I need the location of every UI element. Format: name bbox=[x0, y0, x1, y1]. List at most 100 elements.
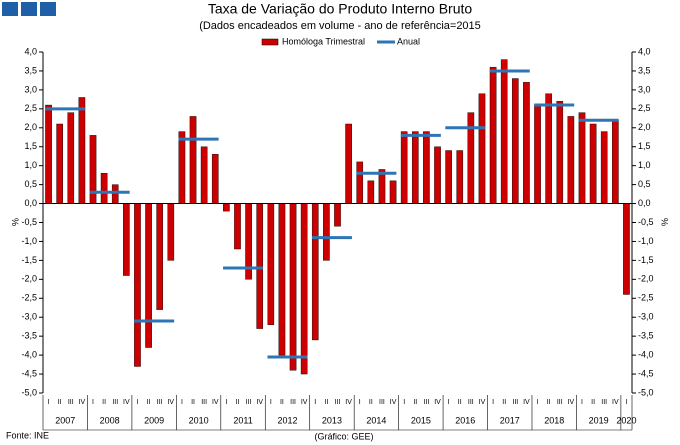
bar bbox=[323, 203, 330, 261]
y2-tick-label: 2,5 bbox=[638, 103, 651, 113]
y-tick-label: -0,5 bbox=[21, 217, 37, 227]
y2-tick-label: -3,5 bbox=[638, 331, 654, 341]
x-tick-label: III bbox=[423, 399, 429, 406]
bar bbox=[300, 203, 308, 375]
bar bbox=[556, 101, 564, 204]
bar bbox=[400, 131, 408, 204]
bar bbox=[311, 203, 319, 341]
logo-square bbox=[40, 2, 56, 16]
logo-square bbox=[21, 2, 37, 16]
bar bbox=[500, 59, 508, 204]
y-tick-label: -4,5 bbox=[21, 368, 37, 378]
x-tick-label: I bbox=[136, 399, 138, 406]
credit: (Gráfico: GEE) bbox=[314, 431, 373, 441]
legend-label: Homóloga Trimestral bbox=[282, 36, 365, 46]
bar bbox=[511, 78, 519, 204]
x-tick-label: II bbox=[147, 399, 151, 406]
x-tick-label: I bbox=[225, 399, 227, 406]
x-tick-label: II bbox=[591, 399, 595, 406]
y-tick-label: 0,0 bbox=[24, 198, 37, 208]
bar bbox=[456, 150, 464, 204]
y2-tick-label: 4,0 bbox=[638, 46, 651, 56]
x-tick-label: IV bbox=[79, 399, 86, 406]
source: Fonte: INE bbox=[6, 430, 49, 440]
bar bbox=[256, 203, 264, 329]
x-tick-label: IV bbox=[434, 399, 441, 406]
x-tick-label: II bbox=[458, 399, 462, 406]
x-tick-label: IV bbox=[390, 399, 397, 406]
x-tick-label: II bbox=[547, 399, 551, 406]
x-tick-label: I bbox=[270, 399, 272, 406]
year-label: 2007 bbox=[55, 415, 75, 425]
bar bbox=[234, 203, 241, 250]
y2-tick-label: -0,5 bbox=[638, 217, 654, 227]
y2-axis-label: % bbox=[660, 218, 670, 226]
bar bbox=[189, 116, 197, 204]
x-tick-label: II bbox=[324, 399, 328, 406]
x-tick-label: II bbox=[413, 399, 417, 406]
x-tick-label: III bbox=[201, 399, 207, 406]
y-tick-label: -2,5 bbox=[21, 293, 37, 303]
x-tick-label: I bbox=[92, 399, 94, 406]
bar bbox=[612, 119, 619, 204]
y2-tick-label: -4,5 bbox=[638, 368, 654, 378]
year-label: 2020 bbox=[616, 415, 636, 425]
x-tick-label: III bbox=[157, 399, 163, 406]
year-label: 2008 bbox=[100, 415, 120, 425]
bar bbox=[445, 150, 452, 204]
y-tick-label: 3,5 bbox=[24, 65, 37, 75]
x-tick-label: II bbox=[236, 399, 240, 406]
chart-title: Taxa de Variação do Produto Interno Brut… bbox=[208, 1, 473, 17]
x-tick-label: IV bbox=[345, 399, 352, 406]
bar bbox=[167, 203, 175, 261]
x-tick-label: II bbox=[102, 399, 106, 406]
y-axis-label: % bbox=[10, 218, 20, 226]
y2-tick-label: -1,0 bbox=[638, 236, 654, 246]
bar bbox=[134, 203, 141, 367]
y2-tick-label: 0,5 bbox=[638, 179, 651, 189]
bar bbox=[334, 203, 341, 227]
bar bbox=[345, 123, 352, 204]
y-tick-label: 4,0 bbox=[24, 46, 37, 56]
year-label: 2019 bbox=[589, 415, 609, 425]
legend-swatch bbox=[261, 38, 279, 46]
bar bbox=[78, 97, 86, 204]
y2-tick-label: -3,0 bbox=[638, 312, 654, 322]
bar bbox=[178, 131, 186, 204]
y-tick-label: -3,0 bbox=[21, 312, 37, 322]
x-tick-label: I bbox=[492, 399, 494, 406]
bar bbox=[489, 66, 497, 204]
bar bbox=[356, 161, 364, 204]
x-tick-label: IV bbox=[479, 399, 486, 406]
y2-tick-label: -4,0 bbox=[638, 349, 654, 359]
x-tick-label: IV bbox=[123, 399, 130, 406]
year-label: 2009 bbox=[144, 415, 164, 425]
bar bbox=[545, 93, 552, 204]
year-label: 2015 bbox=[411, 415, 431, 425]
x-tick-label: III bbox=[290, 399, 296, 406]
x-tick-label: II bbox=[280, 399, 284, 406]
x-tick-label: I bbox=[359, 399, 361, 406]
bar bbox=[278, 203, 286, 356]
x-tick-label: II bbox=[502, 399, 506, 406]
bar bbox=[56, 123, 63, 204]
x-tick-label: II bbox=[58, 399, 62, 406]
y2-tick-label: -2,0 bbox=[638, 274, 654, 284]
bar bbox=[389, 180, 397, 204]
year-label: 2010 bbox=[189, 415, 209, 425]
x-tick-label: IV bbox=[256, 399, 263, 406]
y-tick-label: -3,5 bbox=[21, 331, 37, 341]
bar bbox=[100, 173, 108, 204]
bar bbox=[367, 180, 375, 204]
y-tick-label: 2,5 bbox=[24, 103, 37, 113]
year-label: 2012 bbox=[277, 415, 297, 425]
bar bbox=[67, 112, 75, 204]
bar bbox=[478, 93, 486, 204]
x-tick-label: III bbox=[468, 399, 474, 406]
x-tick-label: I bbox=[537, 399, 539, 406]
x-tick-label: I bbox=[314, 399, 316, 406]
x-tick-label: III bbox=[112, 399, 118, 406]
x-tick-label: IV bbox=[167, 399, 174, 406]
y-tick-label: -5,0 bbox=[21, 387, 37, 397]
y-tick-label: 1,0 bbox=[24, 160, 37, 170]
